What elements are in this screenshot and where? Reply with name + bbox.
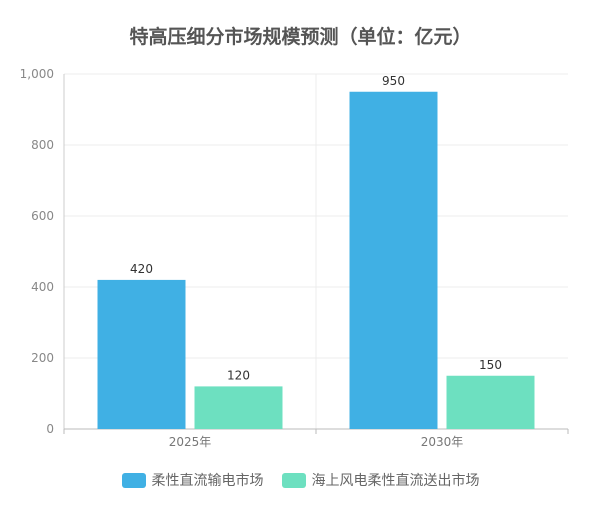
y-tick-label: 600 (31, 209, 54, 223)
y-tick-label: 1,000 (20, 67, 54, 81)
y-tick-label: 400 (31, 280, 54, 294)
chart-title: 特高压细分市场规模预测（单位：亿元） (129, 26, 472, 48)
bar-series-1 (97, 279, 186, 429)
bar-series-1 (349, 91, 438, 429)
legend-label-series-1: 柔性直流输电市场 (151, 473, 264, 489)
legend-swatch-series-1 (121, 472, 146, 488)
chart-legend: 柔性直流输电市场 海上风电柔性直流送出市场 (0, 470, 601, 490)
bar-value-label: 150 (479, 358, 502, 372)
x-tick-label: 2025年 (169, 435, 212, 449)
bar-series-2 (446, 375, 535, 429)
legend-label-series-2: 海上风电柔性直流送出市场 (311, 473, 480, 489)
bar-value-label: 420 (130, 262, 153, 276)
legend-swatch-series-2 (281, 472, 306, 488)
bar-value-label: 950 (382, 74, 405, 88)
x-tick-label: 2030年 (421, 435, 464, 449)
bar-value-label: 120 (227, 368, 250, 382)
y-tick-label: 0 (46, 422, 54, 436)
legend-item-series-2[interactable]: 海上风电柔性直流送出市场 (281, 470, 480, 490)
bar-series-2 (194, 386, 283, 429)
y-tick-label: 200 (31, 351, 54, 365)
legend-item-series-1[interactable]: 柔性直流输电市场 (121, 470, 264, 490)
y-tick-label: 800 (31, 138, 54, 152)
